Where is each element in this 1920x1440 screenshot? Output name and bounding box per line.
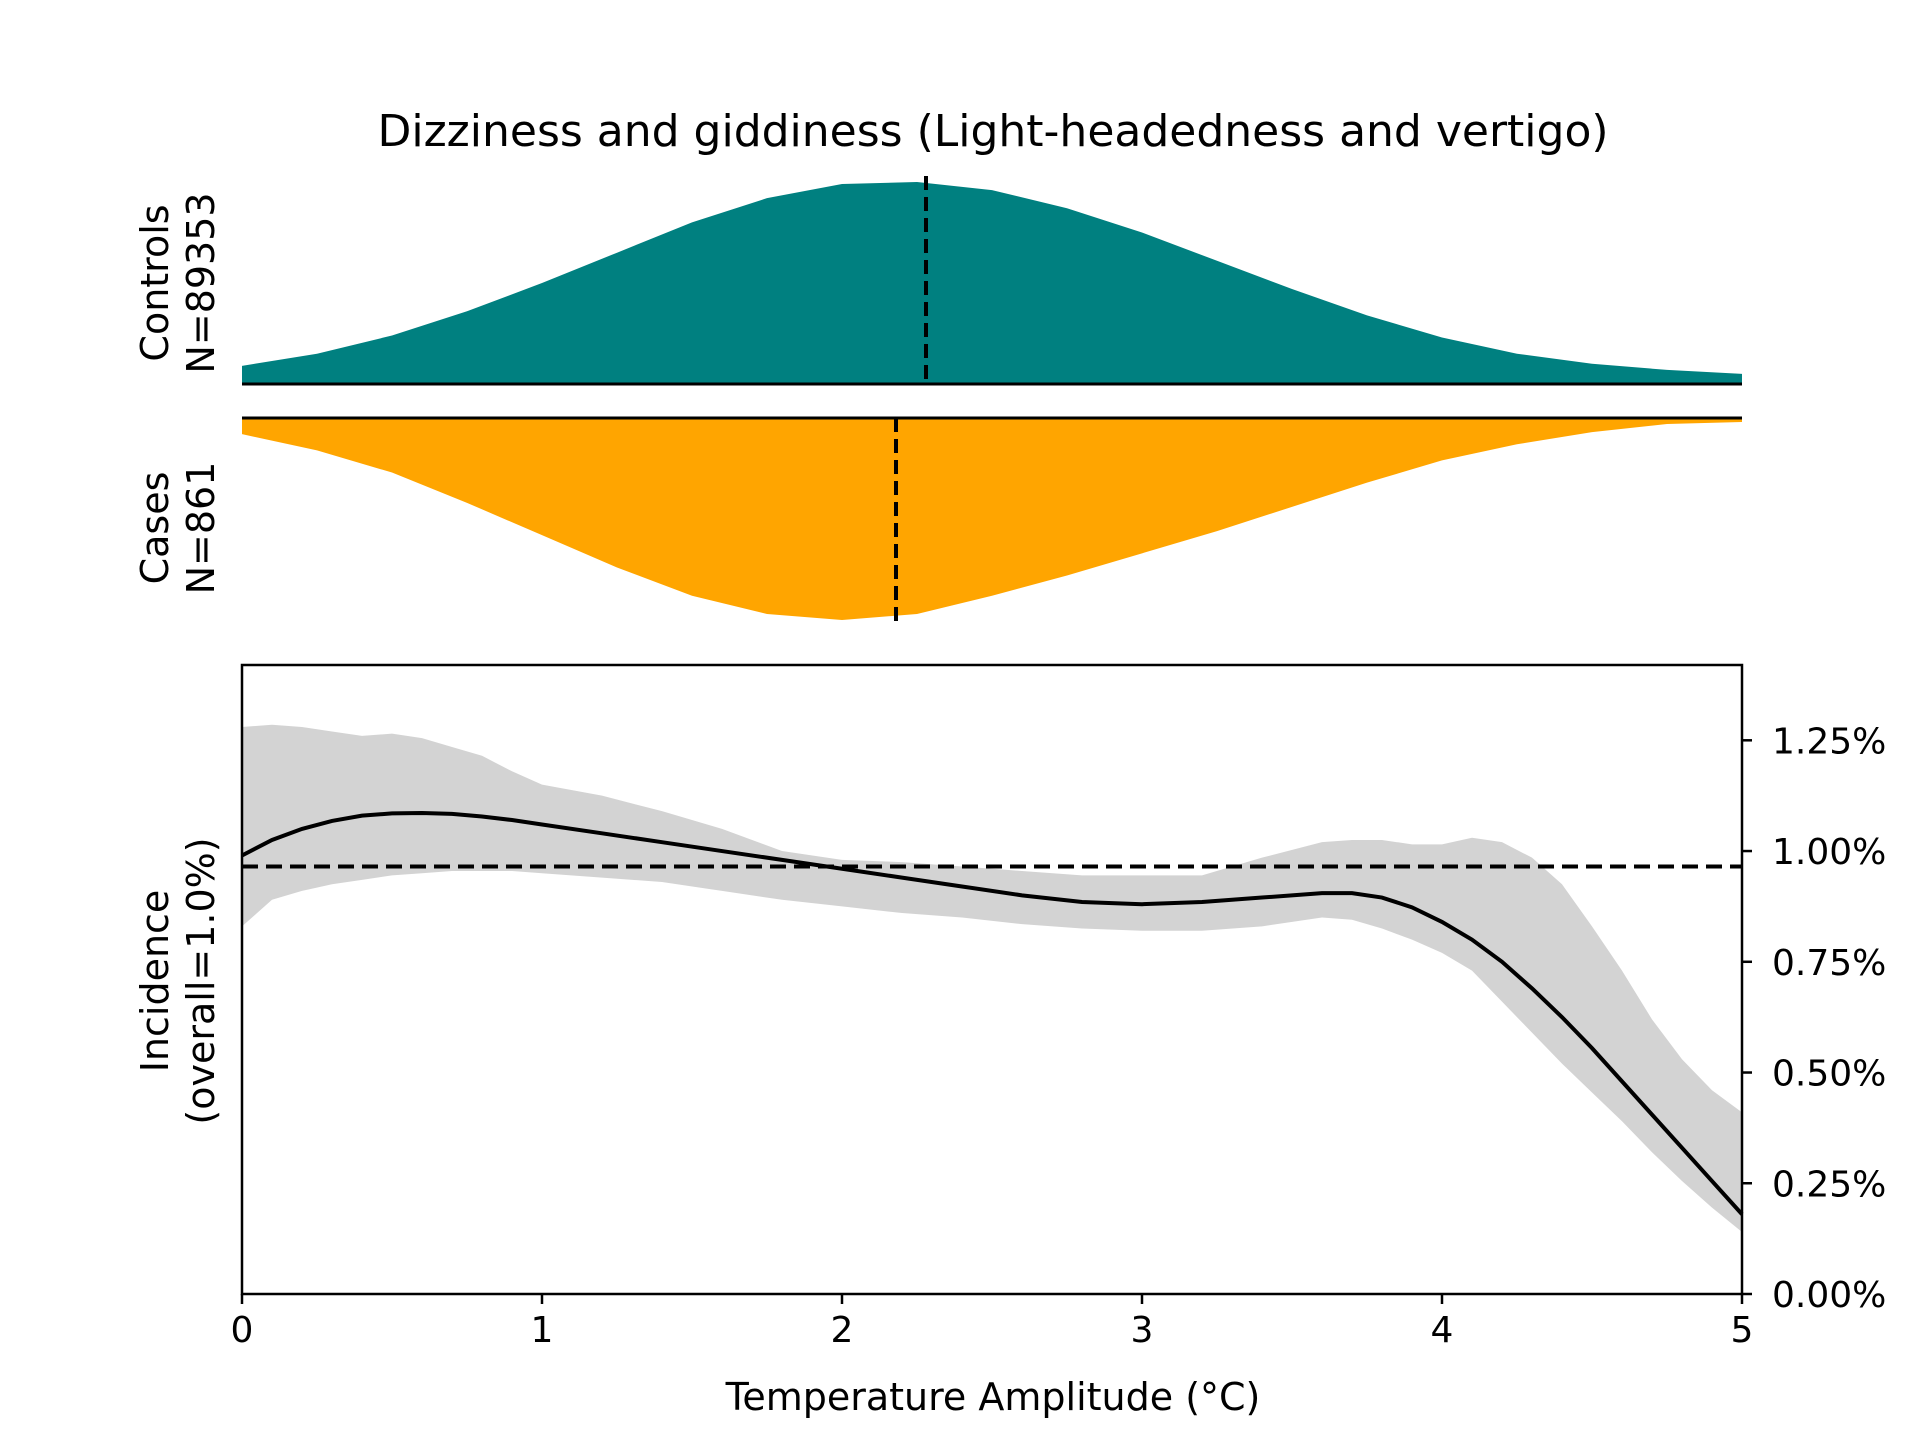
- y-tick-label: 0.25%: [1772, 1164, 1886, 1205]
- x-tick-label: 3: [1131, 1310, 1154, 1351]
- cases-density-area: [242, 418, 1742, 620]
- plot-frame: [240, 663, 1744, 1296]
- y-axis-label-line1: Incidence: [133, 890, 177, 1073]
- chart-title: Dizziness and giddiness (Light-headednes…: [377, 106, 1608, 157]
- controls-density-area: [242, 182, 1742, 384]
- x-tick-label: 0: [231, 1310, 254, 1351]
- y-tick-label: 0.00%: [1772, 1275, 1886, 1316]
- cases-label-line1: Cases: [133, 472, 177, 585]
- confidence-band: [242, 724, 1742, 1232]
- controls-panel: Controls N=89353: [133, 176, 1742, 386]
- y-axis-label-line2: (overall=1.0%): [179, 837, 223, 1124]
- y-tick-label: 1.25%: [1772, 721, 1886, 762]
- y-axis-ticks: 0.00% 0.25% 0.50% 0.75% 1.00% 1.25%: [1742, 721, 1886, 1316]
- controls-label-line2: N=89353: [179, 192, 223, 373]
- x-tick-label: 1: [531, 1310, 554, 1351]
- y-tick-label: 0.50%: [1772, 1054, 1886, 1095]
- x-axis-label: Temperature Amplitude (°C): [725, 1375, 1261, 1419]
- controls-label-line1: Controls: [133, 204, 177, 361]
- x-axis-ticks: 0 1 2 3 4 5: [231, 1294, 1754, 1351]
- cases-label-line2: N=861: [179, 462, 223, 595]
- x-tick-label: 4: [1431, 1310, 1454, 1351]
- x-tick-label: 5: [1731, 1310, 1754, 1351]
- y-tick-label: 1.00%: [1772, 832, 1886, 873]
- cases-panel: Cases N=861: [133, 416, 1742, 628]
- y-tick-label: 0.75%: [1772, 943, 1886, 984]
- incidence-line: [241, 810, 1744, 1216]
- x-tick-label: 2: [831, 1310, 854, 1351]
- incidence-panel: 0 1 2 3 4 5 0.00% 0.25% 0.50% 0.75% 1.00% 1.25% In…: [133, 663, 1886, 1419]
